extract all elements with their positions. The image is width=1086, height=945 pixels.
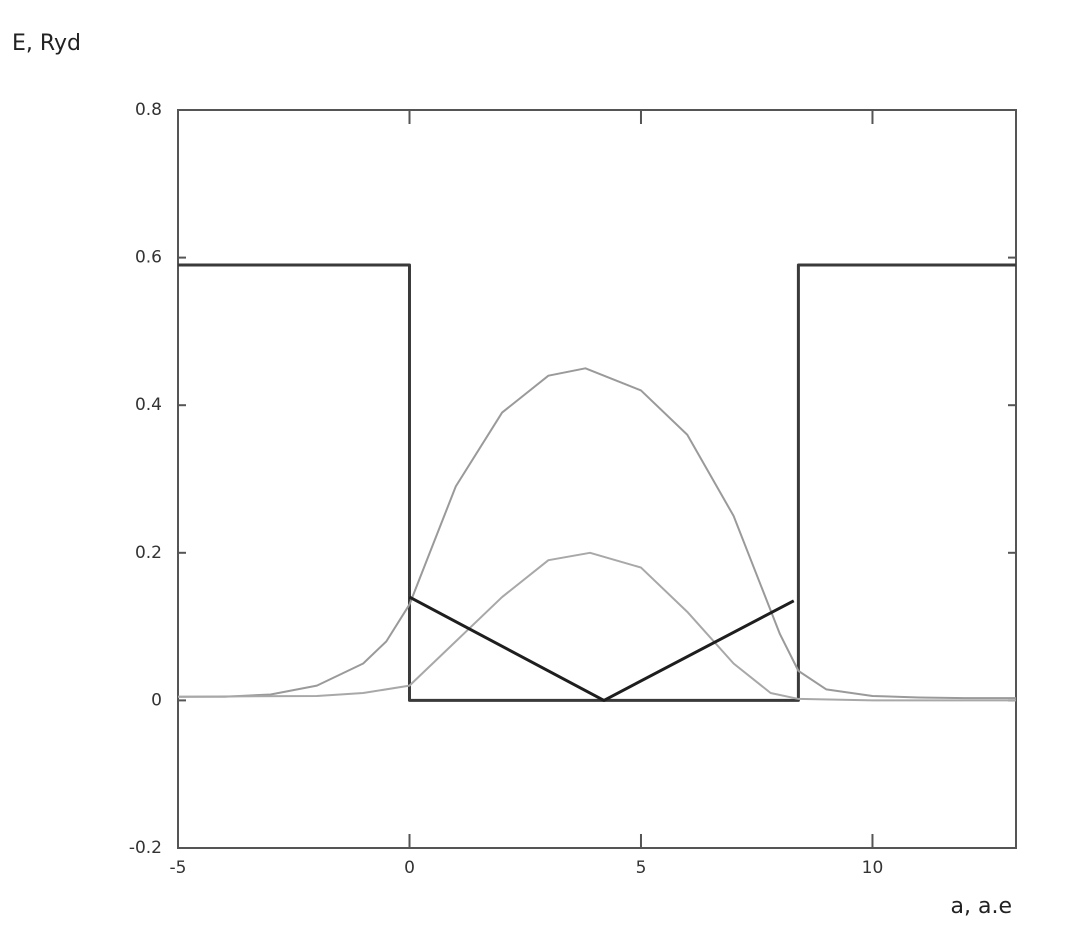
series-line (408, 595, 795, 702)
x-tick-label: -5 (170, 858, 187, 878)
series-line (177, 551, 1016, 702)
y-tick-label: -0.2 (129, 838, 162, 858)
x-tick-label: 5 (636, 858, 647, 878)
y-tick-label: 0.4 (135, 395, 162, 415)
series-line (178, 367, 1016, 700)
y-tick-label: 0.2 (135, 543, 162, 563)
y-tick-label: 0 (151, 690, 162, 710)
series-line (178, 263, 1016, 702)
y-tick-label: 0.6 (135, 248, 162, 268)
x-tick-label: 10 (862, 858, 884, 878)
x-axis-label: a, a.e (951, 894, 1012, 919)
y-axis-label: E, Ryd (12, 31, 81, 56)
y-tick-label: 0.8 (135, 100, 162, 120)
plot-frame (177, 109, 1017, 849)
x-tick-label: 0 (404, 858, 415, 878)
